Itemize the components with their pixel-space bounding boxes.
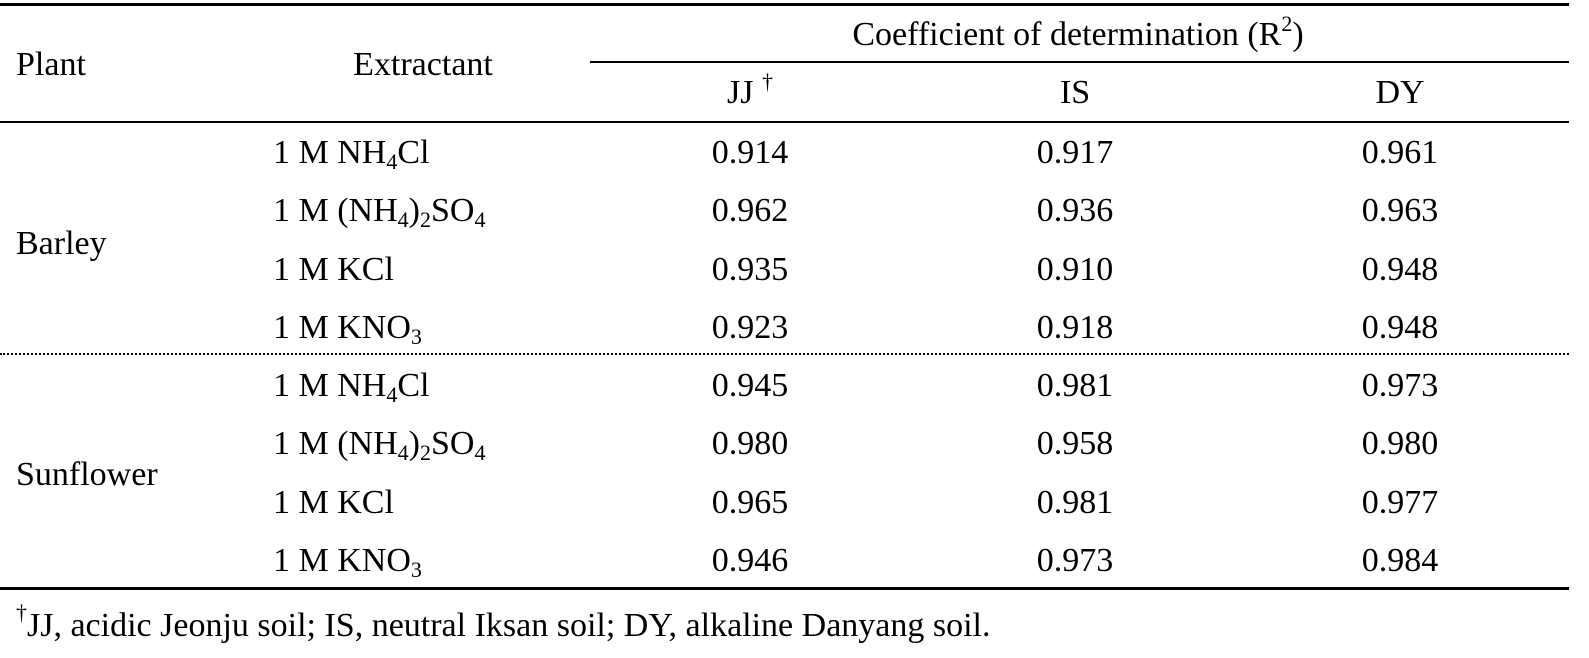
value-cell: 0.980 bbox=[711, 425, 789, 462]
value-cell: 0.945 bbox=[711, 367, 789, 404]
group-divider-rule bbox=[0, 353, 1569, 355]
header-extractant: Extractant bbox=[353, 46, 493, 83]
value-cell: 0.946 bbox=[711, 542, 789, 579]
value-cell: 0.918 bbox=[1036, 309, 1114, 346]
value-cell: 0.973 bbox=[1036, 542, 1114, 579]
header-dy: DY bbox=[1375, 74, 1425, 111]
extractant-nh4-2so4: 1 M (NH4)2SO4 bbox=[273, 192, 486, 232]
header-is: IS bbox=[1059, 74, 1091, 111]
header-plant: Plant bbox=[16, 46, 86, 83]
value-cell: 0.961 bbox=[1361, 134, 1439, 171]
table-header-rule bbox=[0, 121, 1569, 123]
coefficient-header-rule bbox=[590, 61, 1569, 63]
value-cell: 0.984 bbox=[1361, 542, 1439, 579]
extractant-nh4cl: 1 M NH4Cl bbox=[273, 367, 430, 407]
header-jj: JJ † bbox=[727, 69, 773, 112]
extractant-nh4cl: 1 M NH4Cl bbox=[273, 134, 430, 174]
value-cell: 0.958 bbox=[1036, 425, 1114, 462]
value-cell: 0.917 bbox=[1036, 134, 1114, 171]
value-cell: 0.981 bbox=[1036, 484, 1114, 521]
extractant-kno3: 1 M KNO3 bbox=[273, 309, 422, 349]
header-coefficient: Coefficient of determination (R2) bbox=[852, 11, 1304, 54]
value-cell: 0.948 bbox=[1361, 251, 1439, 288]
value-cell: 0.962 bbox=[711, 192, 789, 229]
table-top-rule bbox=[0, 3, 1569, 6]
value-cell: 0.977 bbox=[1361, 484, 1439, 521]
value-cell: 0.973 bbox=[1361, 367, 1439, 404]
value-cell: 0.948 bbox=[1361, 309, 1439, 346]
extractant-nh4-2so4: 1 M (NH4)2SO4 bbox=[273, 425, 486, 465]
value-cell: 0.981 bbox=[1036, 367, 1114, 404]
value-cell: 0.963 bbox=[1361, 192, 1439, 229]
value-cell: 0.910 bbox=[1036, 251, 1114, 288]
table-bottom-rule bbox=[0, 587, 1569, 590]
value-cell: 0.936 bbox=[1036, 192, 1114, 229]
extractant-kcl: 1 M KCl bbox=[273, 251, 394, 288]
dagger-mark: † bbox=[761, 69, 773, 94]
value-cell: 0.935 bbox=[711, 251, 789, 288]
value-cell: 0.914 bbox=[711, 134, 789, 171]
value-cell: 0.923 bbox=[711, 309, 789, 346]
dagger-mark: † bbox=[16, 600, 27, 625]
plant-label-barley: Barley bbox=[16, 225, 107, 262]
value-cell: 0.965 bbox=[711, 484, 789, 521]
value-cell: 0.980 bbox=[1361, 425, 1439, 462]
table-footnote: †JJ, acidic Jeonju soil; IS, neutral Iks… bbox=[16, 600, 991, 645]
extractant-kno3: 1 M KNO3 bbox=[273, 542, 422, 582]
extractant-kcl: 1 M KCl bbox=[273, 484, 394, 521]
plant-label-sunflower: Sunflower bbox=[16, 456, 158, 493]
